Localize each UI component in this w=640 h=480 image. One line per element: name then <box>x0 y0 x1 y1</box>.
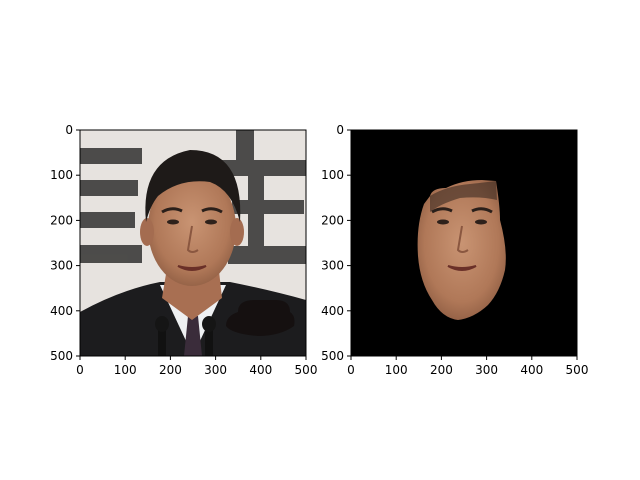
y-tick: 400 <box>50 304 80 318</box>
x-tick: 300 <box>204 356 227 377</box>
x-tick-label: 500 <box>295 363 318 377</box>
x-tick-label: 400 <box>520 363 543 377</box>
axes-frame <box>350 129 578 357</box>
y-tick-label: 100 <box>321 168 344 182</box>
x-tick-label: 300 <box>475 363 498 377</box>
y-tick: 100 <box>321 168 351 182</box>
y-tick: 0 <box>336 123 351 137</box>
y-tick: 400 <box>321 304 351 318</box>
y-tick-label: 100 <box>50 168 73 182</box>
y-tick-label: 400 <box>321 304 344 318</box>
y-tick-label: 300 <box>50 259 73 273</box>
y-tick-label: 400 <box>50 304 73 318</box>
y-tick-label: 200 <box>50 213 73 227</box>
y-tick-label: 200 <box>321 213 344 227</box>
y-tick: 100 <box>50 168 80 182</box>
x-tick: 100 <box>385 356 408 377</box>
x-tick: 300 <box>475 356 498 377</box>
y-tick-label: 0 <box>65 123 73 137</box>
y-tick: 200 <box>321 213 351 227</box>
x-tick-label: 0 <box>347 363 355 377</box>
y-tick: 300 <box>50 259 80 273</box>
backdrop-lettering <box>80 130 306 264</box>
y-tick-label: 300 <box>321 259 344 273</box>
x-tick-label: 500 <box>566 363 589 377</box>
x-tick-label: 200 <box>430 363 453 377</box>
x-tick: 500 <box>295 356 318 377</box>
x-tick-label: 100 <box>385 363 408 377</box>
x-tick: 100 <box>114 356 137 377</box>
x-tick: 200 <box>159 356 182 377</box>
x-tick-label: 300 <box>204 363 227 377</box>
axes-frame <box>79 129 307 357</box>
x-tick: 0 <box>347 356 355 377</box>
y-tick-label: 0 <box>336 123 344 137</box>
x-tick: 400 <box>520 356 543 377</box>
x-tick-label: 100 <box>114 363 137 377</box>
x-tick: 400 <box>249 356 272 377</box>
y-tick: 500 <box>50 349 80 363</box>
x-tick-label: 400 <box>249 363 272 377</box>
y-tick-label: 500 <box>321 349 344 363</box>
y-tick: 0 <box>65 123 80 137</box>
x-tick: 200 <box>430 356 453 377</box>
y-tick-label: 500 <box>50 349 73 363</box>
x-tick-label: 200 <box>159 363 182 377</box>
x-tick: 0 <box>76 356 84 377</box>
portrait-image <box>80 130 306 356</box>
y-tick: 300 <box>321 259 351 273</box>
x-tick: 500 <box>566 356 589 377</box>
mask-image <box>351 130 577 356</box>
y-tick: 200 <box>50 213 80 227</box>
y-tick: 500 <box>321 349 351 363</box>
x-tick-label: 0 <box>76 363 84 377</box>
